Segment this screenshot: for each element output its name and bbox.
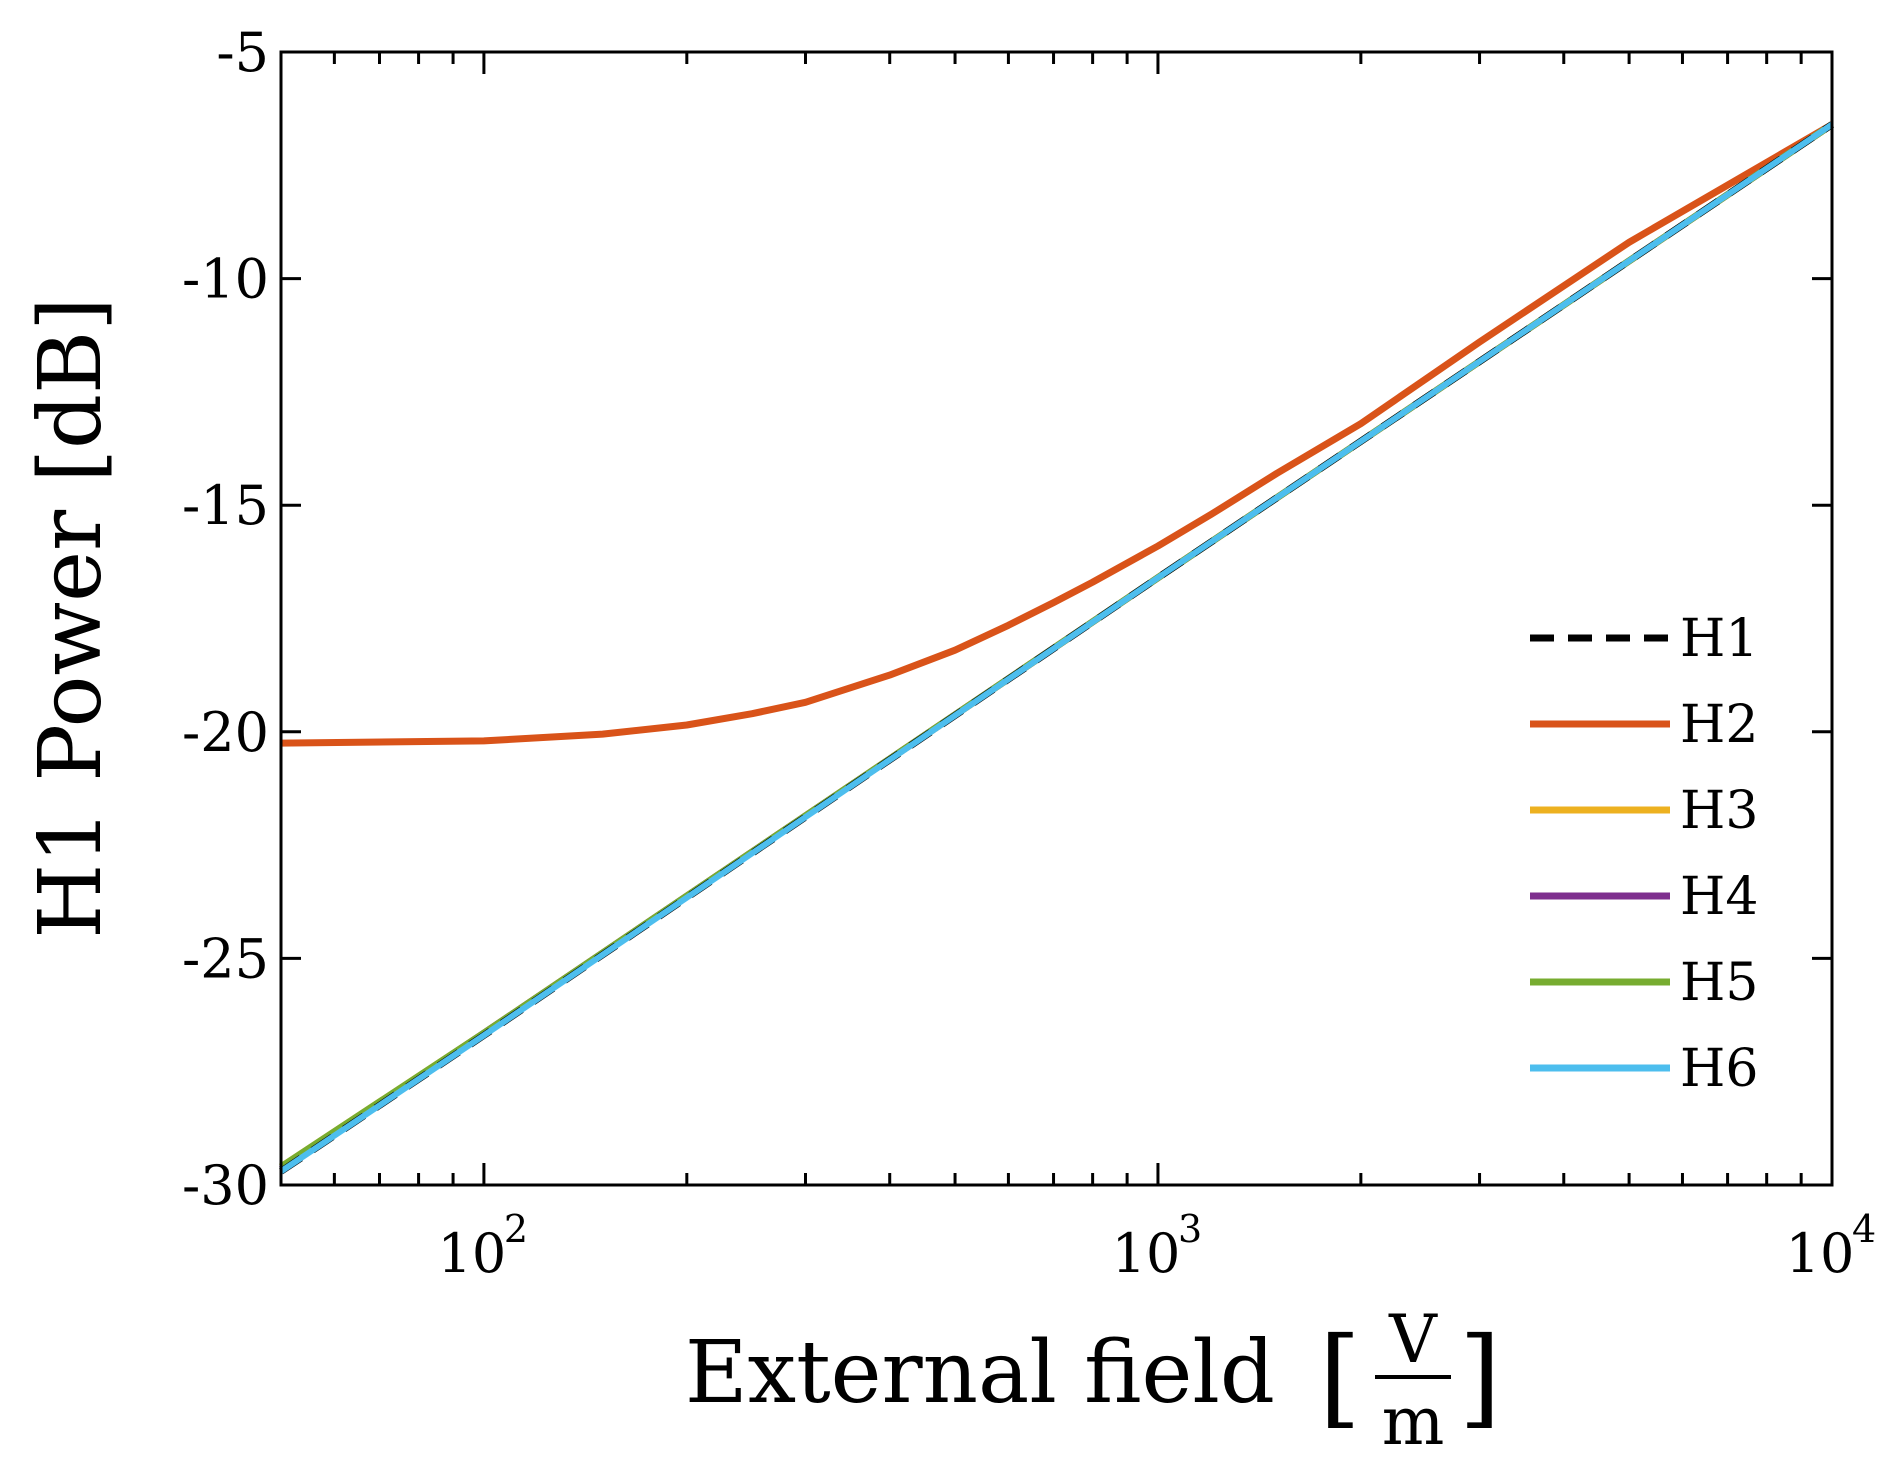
legend-item-h5: H5 xyxy=(1530,953,1758,1013)
x-tick-label: 10 xyxy=(1112,1222,1181,1285)
x-tick-label-exponent: 4 xyxy=(1852,1207,1876,1251)
legend-item-h1: H1 xyxy=(1530,609,1758,669)
legend-label: H4 xyxy=(1680,867,1758,927)
y-tick-label: -30 xyxy=(182,1154,269,1217)
y-tick-label: -20 xyxy=(182,701,269,764)
legend-label: H2 xyxy=(1680,695,1758,755)
legend: H1 H2 H3 H4 H5 H6 xyxy=(1530,609,1758,1099)
x-axis-unit-bracket-right: ] xyxy=(1459,1315,1501,1440)
x-tick-label-exponent: 3 xyxy=(1178,1207,1202,1251)
x-axis-unit-denominator: m xyxy=(1382,1383,1445,1460)
series-line-h2 xyxy=(280,121,1834,747)
x-tick-label: 10 xyxy=(1786,1222,1855,1285)
y-tick-label: -10 xyxy=(182,248,269,311)
x-axis-unit-numerator: V xyxy=(1388,1301,1438,1378)
y-tick-label: -25 xyxy=(182,927,269,990)
x-axis-unit-bracket-left: [ xyxy=(1319,1315,1361,1440)
legend-label: H5 xyxy=(1680,953,1758,1013)
y-axis-title: H1 Power [dB] xyxy=(21,297,121,939)
legend-item-h3: H3 xyxy=(1530,781,1758,841)
legend-item-h6: H6 xyxy=(1530,1039,1758,1099)
legend-label: H3 xyxy=(1680,781,1758,841)
series-line-h6 xyxy=(279,122,1834,1174)
x-tick-label: 10 xyxy=(438,1222,507,1285)
x-axis-title-text: External field xyxy=(685,1323,1275,1423)
y-tick-label: -15 xyxy=(182,474,269,537)
x-tick-label-exponent: 2 xyxy=(504,1207,528,1251)
legend-label: H1 xyxy=(1680,609,1758,669)
plot-frame xyxy=(279,50,1834,1187)
legend-label: H6 xyxy=(1680,1039,1758,1099)
legend-item-h4: H4 xyxy=(1530,867,1758,927)
plot-lines xyxy=(279,121,1834,1175)
x-axis-title: External field [ V m ] xyxy=(685,1301,1501,1460)
legend-item-h2: H2 xyxy=(1530,695,1758,755)
y-tick-label: -5 xyxy=(216,21,269,84)
